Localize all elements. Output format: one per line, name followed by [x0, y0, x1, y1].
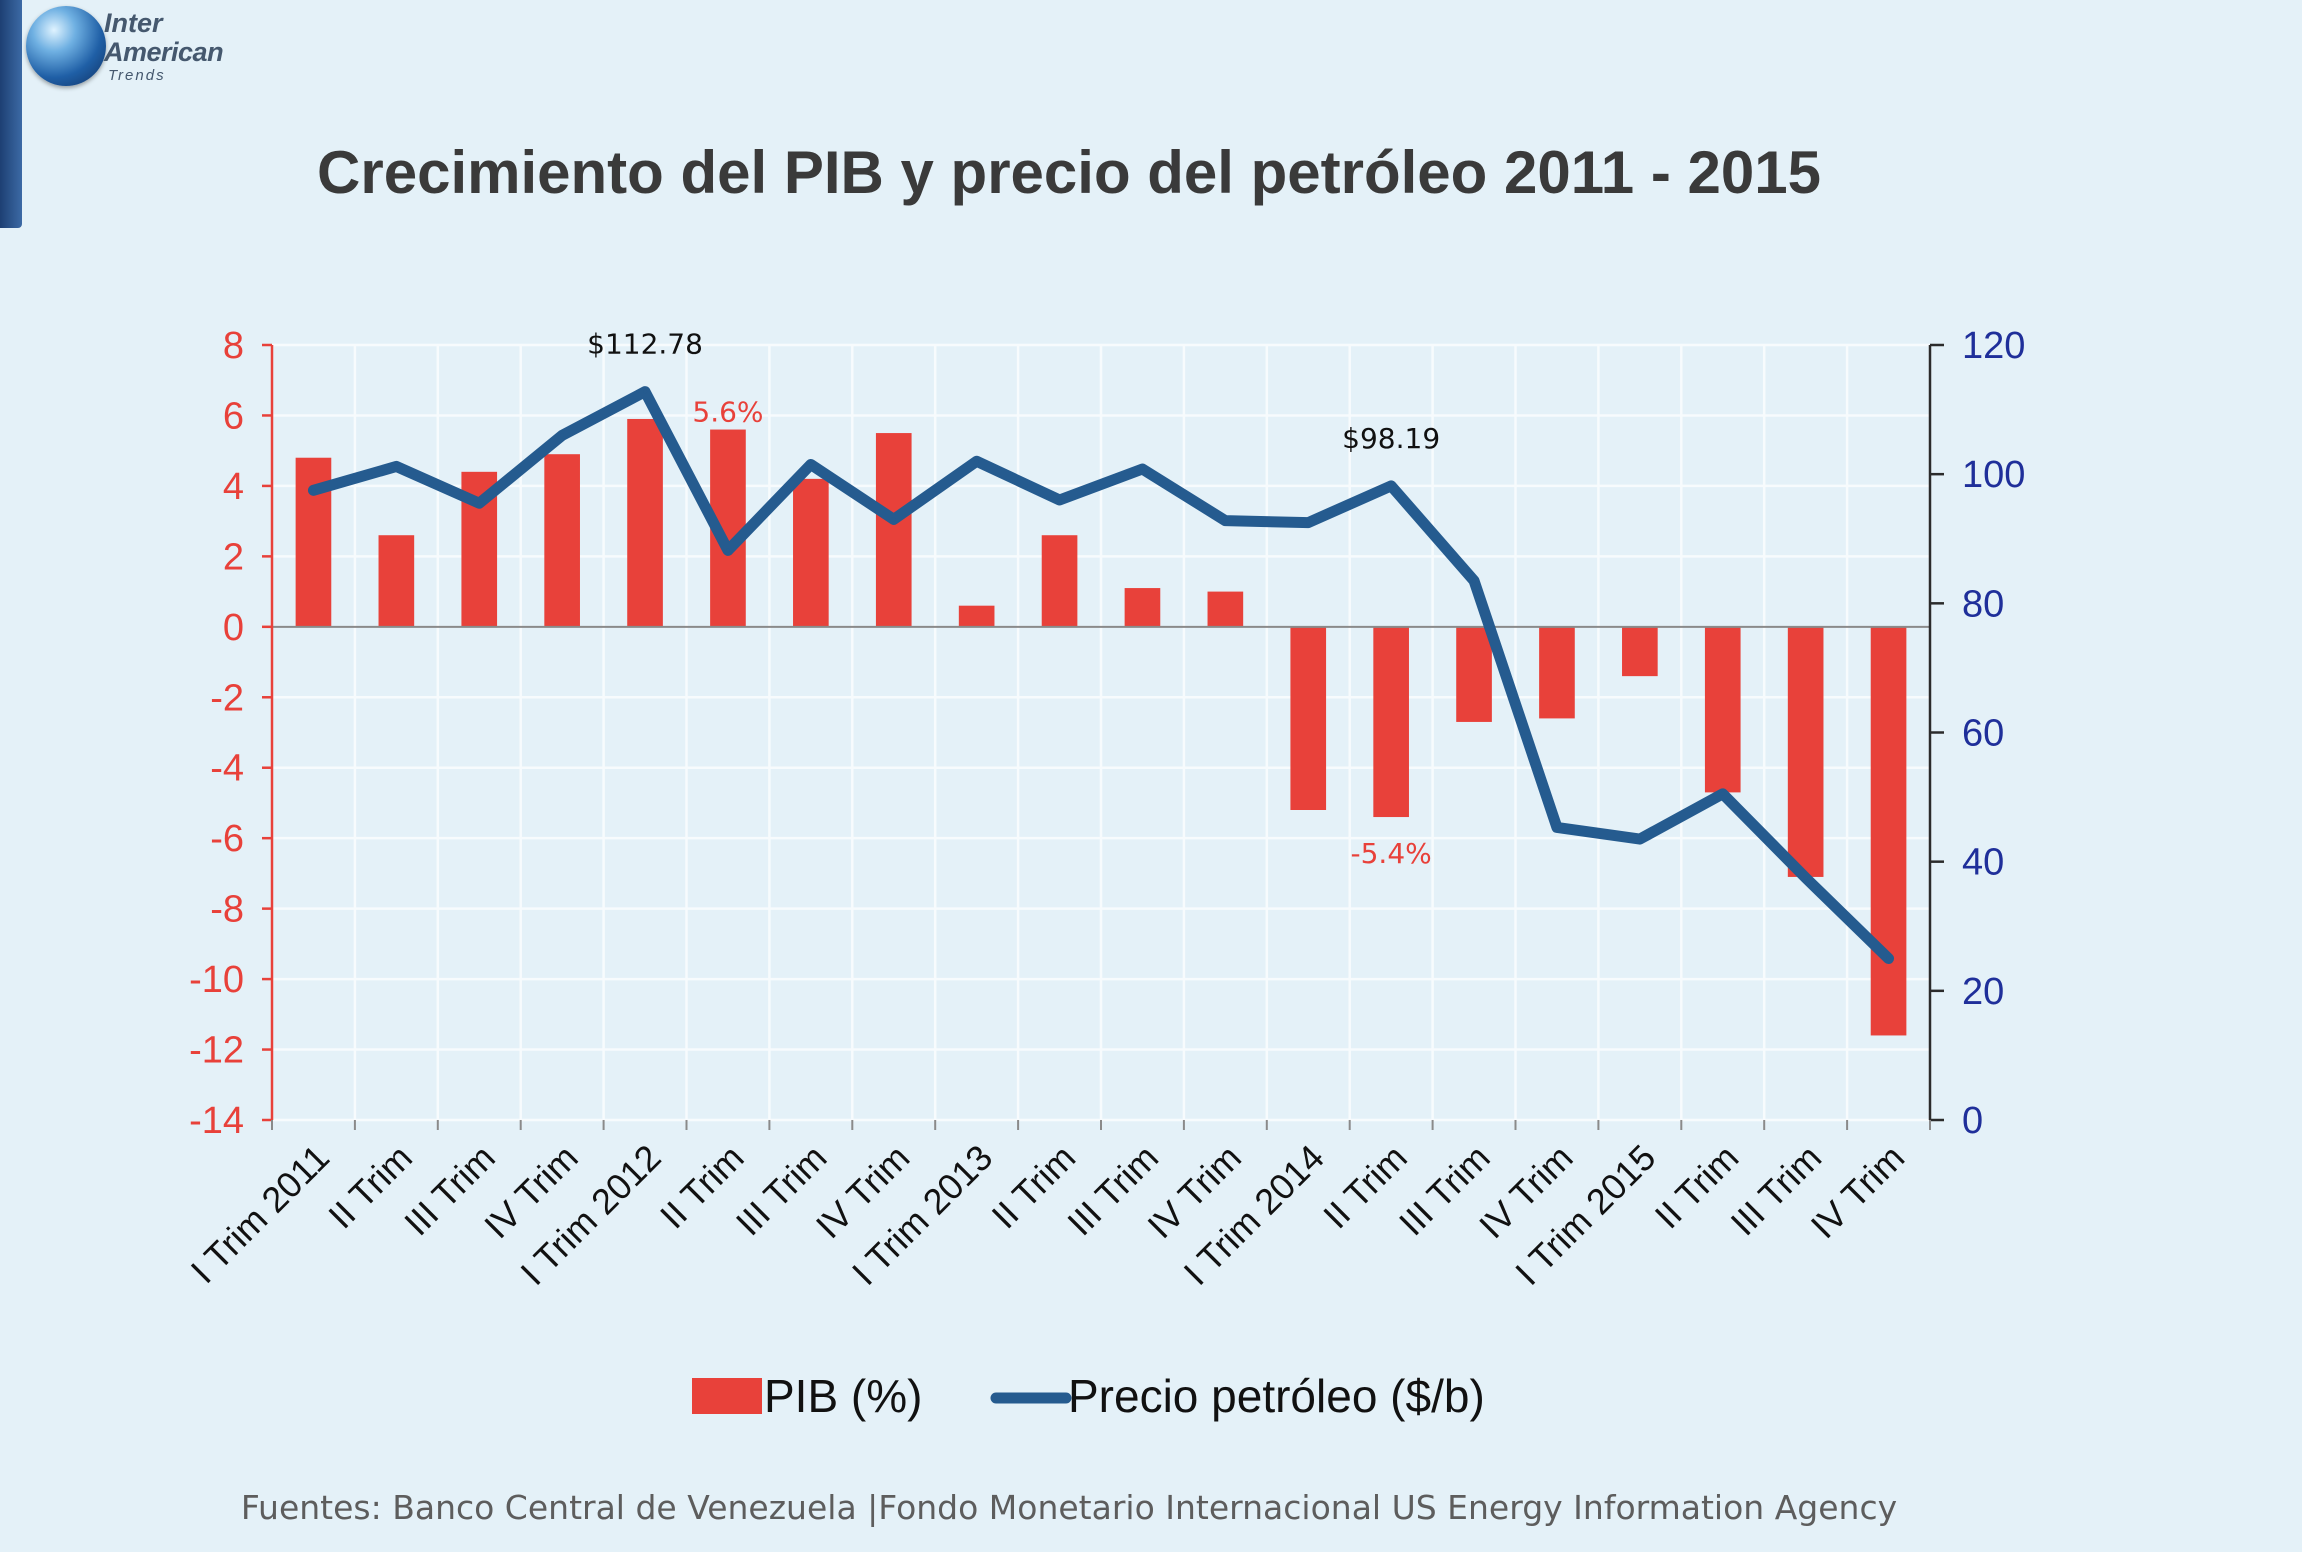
- data-label: $98.19: [1342, 422, 1440, 455]
- bar-pib: [1041, 535, 1078, 627]
- bar-pib: [1704, 626, 1741, 793]
- left-axis-tick-label: 4: [223, 466, 244, 508]
- left-axis-tick-label: 8: [223, 325, 244, 367]
- line-point: [1306, 520, 1311, 525]
- bar-pib: [1124, 588, 1161, 627]
- bar-pib: [1870, 626, 1907, 1036]
- legend-label-pib: PIB (%): [764, 1370, 922, 1422]
- left-axis-tick-label: -10: [189, 959, 244, 1001]
- logo-line-2: American: [104, 37, 224, 67]
- line-point: [1554, 825, 1559, 830]
- left-axis-tick-label: -4: [210, 748, 244, 790]
- data-label: -5.4%: [1351, 837, 1432, 870]
- logo-line-3: Trends: [108, 67, 166, 84]
- left-axis-tick-label: -6: [210, 818, 244, 860]
- right-axis-tick-label: 100: [1962, 454, 2025, 496]
- right-axis-tick-label: 120: [1962, 325, 2025, 367]
- bar-pib: [1622, 626, 1658, 677]
- right-axis-tick-label: 80: [1962, 583, 2004, 625]
- line-point: [725, 548, 730, 553]
- line-point: [1472, 578, 1477, 583]
- line-point: [891, 517, 896, 522]
- logo: Inter American Trends: [26, 6, 246, 92]
- left-axis-tick-label: -8: [210, 889, 244, 931]
- line-point: [1886, 956, 1891, 961]
- line-point: [477, 501, 482, 506]
- line-point: [394, 464, 399, 469]
- bar-pib: [1373, 626, 1409, 818]
- line-point: [1057, 498, 1062, 502]
- right-axis-tick-label: 40: [1962, 842, 2004, 884]
- logo-text: Inter American Trends: [104, 8, 254, 84]
- bar-pib: [1207, 591, 1244, 627]
- right-axis-tick-label: 20: [1962, 971, 2004, 1013]
- left-axis-tick-label: -14: [189, 1100, 244, 1142]
- right-axis-tick-label: 0: [1962, 1100, 1983, 1142]
- bar-pib: [958, 605, 995, 627]
- line-point: [1803, 875, 1808, 880]
- bar-pib: [627, 418, 663, 627]
- line-precio-petroleo: [307, 386, 1895, 965]
- bar-pib: [544, 454, 580, 627]
- left-axis-tick-label: 6: [223, 395, 244, 437]
- chart-title: Crecimiento del PIB y precio del petróle…: [317, 139, 1821, 206]
- bar-pib: [1539, 626, 1575, 719]
- x-axis-category-label: IV Trim: [1803, 1137, 1913, 1247]
- source-note: Fuentes: Banco Central de Venezuela |Fon…: [240, 1488, 1898, 1527]
- bar-pib: [875, 433, 912, 627]
- line-point: [311, 488, 316, 493]
- line-point: [643, 389, 648, 394]
- left-axis-tick-label: 2: [223, 536, 244, 578]
- legend-swatch-pib: [692, 1378, 762, 1414]
- bar-pib: [1456, 626, 1492, 722]
- bar-pib: [1290, 626, 1327, 810]
- legend-label-precio: Precio petróleo ($/b): [1068, 1370, 1485, 1422]
- left-axis-tick-label: 0: [223, 607, 244, 649]
- line-point: [1720, 791, 1725, 796]
- bar-pib: [793, 478, 829, 627]
- bar-pib: [1787, 626, 1824, 877]
- logo-line-1: Inter: [104, 8, 163, 38]
- line-point: [1223, 518, 1228, 523]
- line-point: [1140, 467, 1145, 471]
- decorative-side-bar: [0, 0, 22, 228]
- left-axis-tick-label: -12: [189, 1030, 244, 1072]
- x-axis-category-label: I Trim 2011: [183, 1137, 337, 1291]
- left-axis-tick-label: -2: [210, 677, 244, 719]
- bar-pib: [378, 535, 415, 627]
- data-label: $112.78: [587, 328, 703, 361]
- line-point: [1637, 837, 1642, 842]
- data-label: 5.6%: [692, 396, 763, 429]
- right-axis-tick-label: 60: [1962, 713, 2004, 755]
- line-point: [560, 433, 565, 438]
- line-point: [974, 459, 979, 464]
- line-point: [808, 462, 813, 467]
- line-point: [1389, 483, 1394, 488]
- globe-icon: [26, 6, 106, 86]
